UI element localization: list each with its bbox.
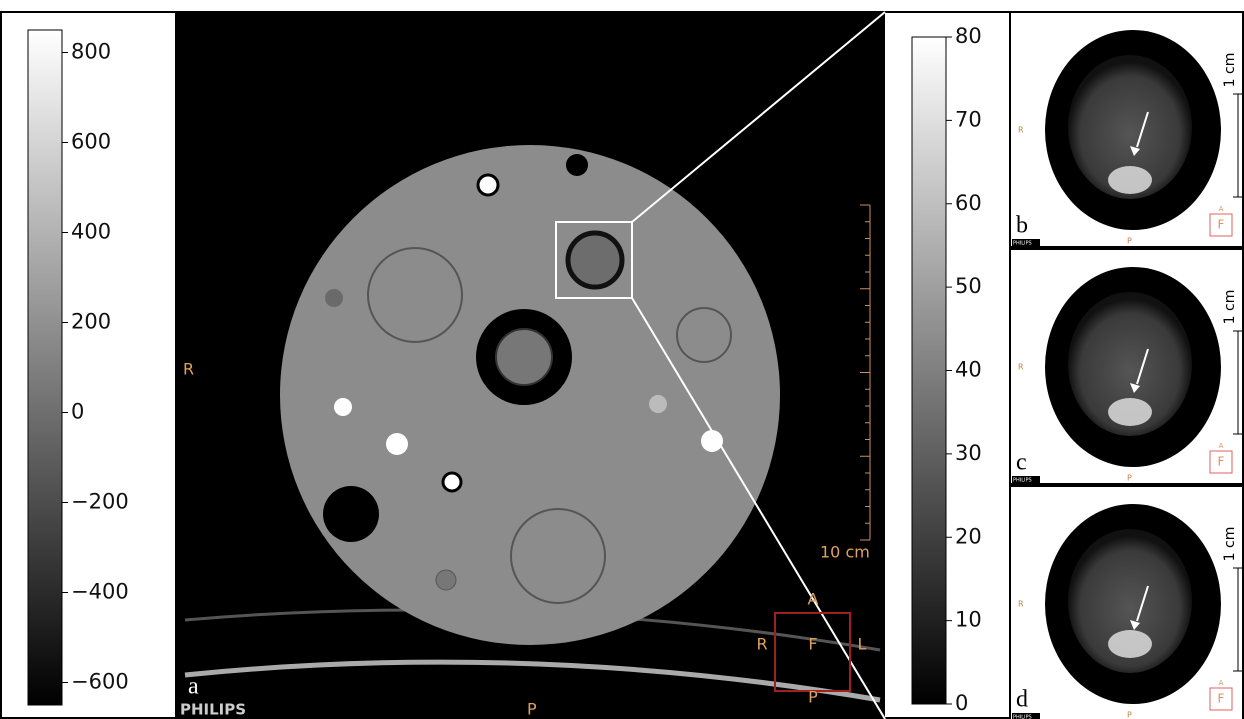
inset-label: b — [1016, 213, 1028, 239]
inset-label: d — [1016, 687, 1028, 713]
cube-right: L — [858, 635, 867, 654]
inset-orientation: R — [1018, 363, 1024, 372]
inset-scale-label: 1 cm — [1222, 290, 1238, 325]
inset-posterior: P — [1127, 237, 1132, 246]
figure: a R P PHILIPS 10 cm A R F L P 8006004002… — [0, 0, 1244, 719]
inset-insert — [1108, 398, 1152, 426]
colorbar-tick-label: 80 — [955, 24, 982, 48]
inset-vendor: PHILIPS — [1013, 478, 1032, 484]
vendor-label: PHILIPS — [180, 701, 246, 719]
colorbar-tick-label: −600 — [71, 670, 129, 694]
inset-cube-center: F — [1218, 692, 1225, 706]
inset-cube-center: F — [1218, 218, 1225, 232]
inset-orientation: R — [1018, 600, 1024, 609]
colorbar-tick-label: 40 — [955, 358, 982, 382]
cube-left: R — [756, 635, 767, 654]
colorbar-tick-label: 0 — [955, 691, 968, 715]
inset-orientation: R — [1018, 126, 1024, 135]
colorbar-tick-label: 50 — [955, 274, 982, 298]
posterior-label: P — [527, 700, 537, 719]
inset-scale-label: 1 cm — [1222, 53, 1238, 88]
colorbar-tick-label: 400 — [71, 220, 111, 244]
colorbar-tick-label: 800 — [71, 40, 111, 64]
inset-cube-top: A — [1219, 205, 1224, 213]
colorbar-tick-label: 70 — [955, 107, 982, 131]
inset-posterior: P — [1127, 474, 1132, 483]
colorbar — [912, 37, 946, 704]
inset-scale-label: 1 cm — [1222, 527, 1238, 562]
inset-panel: 1 cm b R P PHILIPS AF — [1010, 12, 1243, 247]
cube-center: F — [808, 635, 817, 654]
inset-panel: 1 cm c R P PHILIPS AF — [1010, 249, 1243, 484]
colorbar-tick-label: 0 — [71, 400, 84, 424]
inset-insert — [1108, 166, 1152, 194]
colorbar-tick-label: −400 — [71, 580, 129, 604]
cube-top: A — [808, 590, 819, 609]
scale-label: 10 cm — [820, 543, 870, 562]
inset-posterior: P — [1127, 711, 1132, 719]
cube-bottom: P — [808, 688, 818, 707]
colorbar-tick-label: 10 — [955, 608, 982, 632]
inset-cube-center: F — [1218, 455, 1225, 469]
ct-image — [175, 12, 885, 719]
colorbar-tick-label: −200 — [71, 490, 129, 514]
colorbar-tick-label: 600 — [71, 130, 111, 154]
inset-vendor: PHILIPS — [1013, 715, 1032, 719]
colorbar-tick-label: 20 — [955, 524, 982, 548]
inset-vendor: PHILIPS — [1013, 241, 1032, 247]
inset-cube-top: A — [1219, 679, 1224, 687]
orientation-label: R — [183, 360, 194, 379]
inset-panel: 1 cm d R P PHILIPS AF — [1010, 486, 1243, 719]
colorbar-tick-label: 60 — [955, 191, 982, 215]
colorbar — [28, 30, 62, 705]
inset-label: c — [1016, 450, 1027, 476]
inset-cube-top: A — [1219, 442, 1224, 450]
colorbar-tick-label: 30 — [955, 441, 982, 465]
inset-insert — [1108, 630, 1152, 658]
panel-label: a — [188, 674, 199, 700]
colorbar-tick-label: 200 — [71, 310, 111, 334]
